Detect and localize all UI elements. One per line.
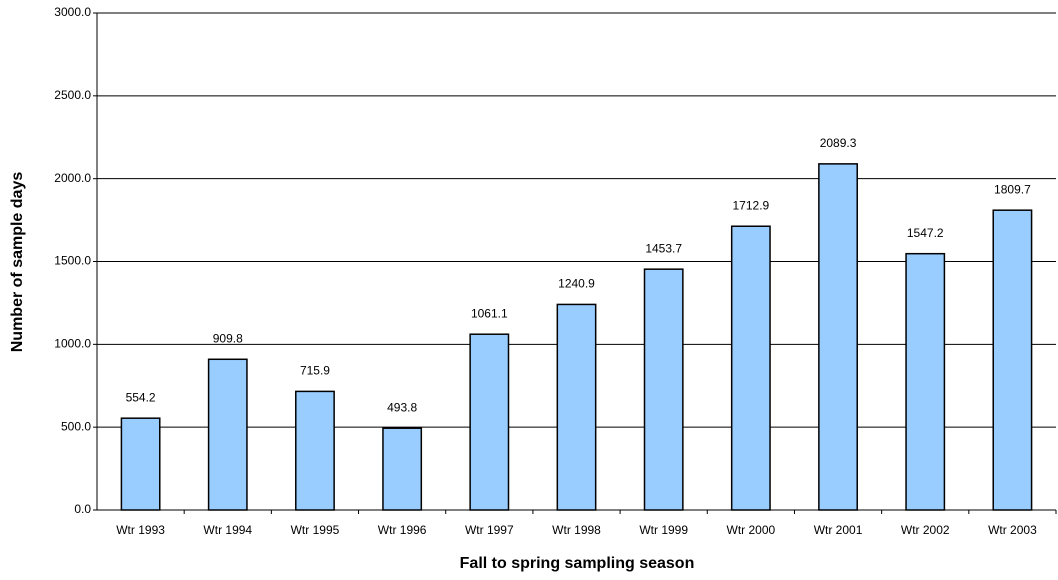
x-tick-label: Wtr 1998 (552, 523, 601, 537)
x-tick-label: Wtr 1995 (291, 523, 340, 537)
data-label: 1809.7 (994, 182, 1031, 196)
data-label: 493.8 (387, 400, 417, 414)
y-tick-label: 2500.0 (54, 88, 91, 102)
bar (643, 268, 684, 511)
x-tick-label: Wtr 2003 (988, 523, 1037, 537)
bar (295, 390, 335, 511)
data-label: 1240.9 (558, 277, 595, 291)
data-label: 909.8 (213, 331, 243, 345)
data-label: 2089.3 (820, 136, 857, 150)
x-tick-label: Wtr 1997 (465, 523, 514, 537)
x-tick-label: Wtr 2002 (901, 523, 950, 537)
bar (992, 209, 1033, 511)
bar (207, 358, 248, 511)
bar (556, 303, 597, 511)
x-tick-label: Wtr 1999 (639, 523, 688, 537)
y-tick-label: 3000.0 (54, 5, 91, 19)
y-tick-label: 0.0 (74, 502, 91, 516)
bar (905, 252, 946, 511)
x-tick-label: Wtr 1994 (203, 523, 252, 537)
data-label: 1453.7 (645, 241, 682, 255)
data-label: 1547.2 (907, 226, 944, 240)
x-axis-title: Fall to spring sampling season (460, 555, 695, 572)
bar (120, 417, 161, 511)
data-label: 1712.9 (733, 198, 770, 212)
x-tick-label: Wtr 1996 (378, 523, 427, 537)
y-tick-label: 500.0 (61, 419, 91, 433)
x-tick-label: Wtr 2001 (814, 523, 863, 537)
y-tick-label: 1000.0 (54, 337, 91, 351)
y-axis-title: Number of sample days (9, 172, 26, 353)
y-tick-label: 1500.0 (54, 254, 91, 268)
data-label: 554.2 (126, 390, 156, 404)
bar (382, 427, 423, 511)
x-tick-label: Wtr 1993 (116, 523, 165, 537)
y-tick-label: 2000.0 (54, 171, 91, 185)
x-tick-label: Wtr 2000 (727, 523, 776, 537)
bar (818, 163, 858, 511)
data-label: 1061.1 (471, 306, 508, 320)
data-label: 715.9 (300, 364, 330, 378)
bar (730, 225, 771, 511)
bar (469, 333, 510, 511)
